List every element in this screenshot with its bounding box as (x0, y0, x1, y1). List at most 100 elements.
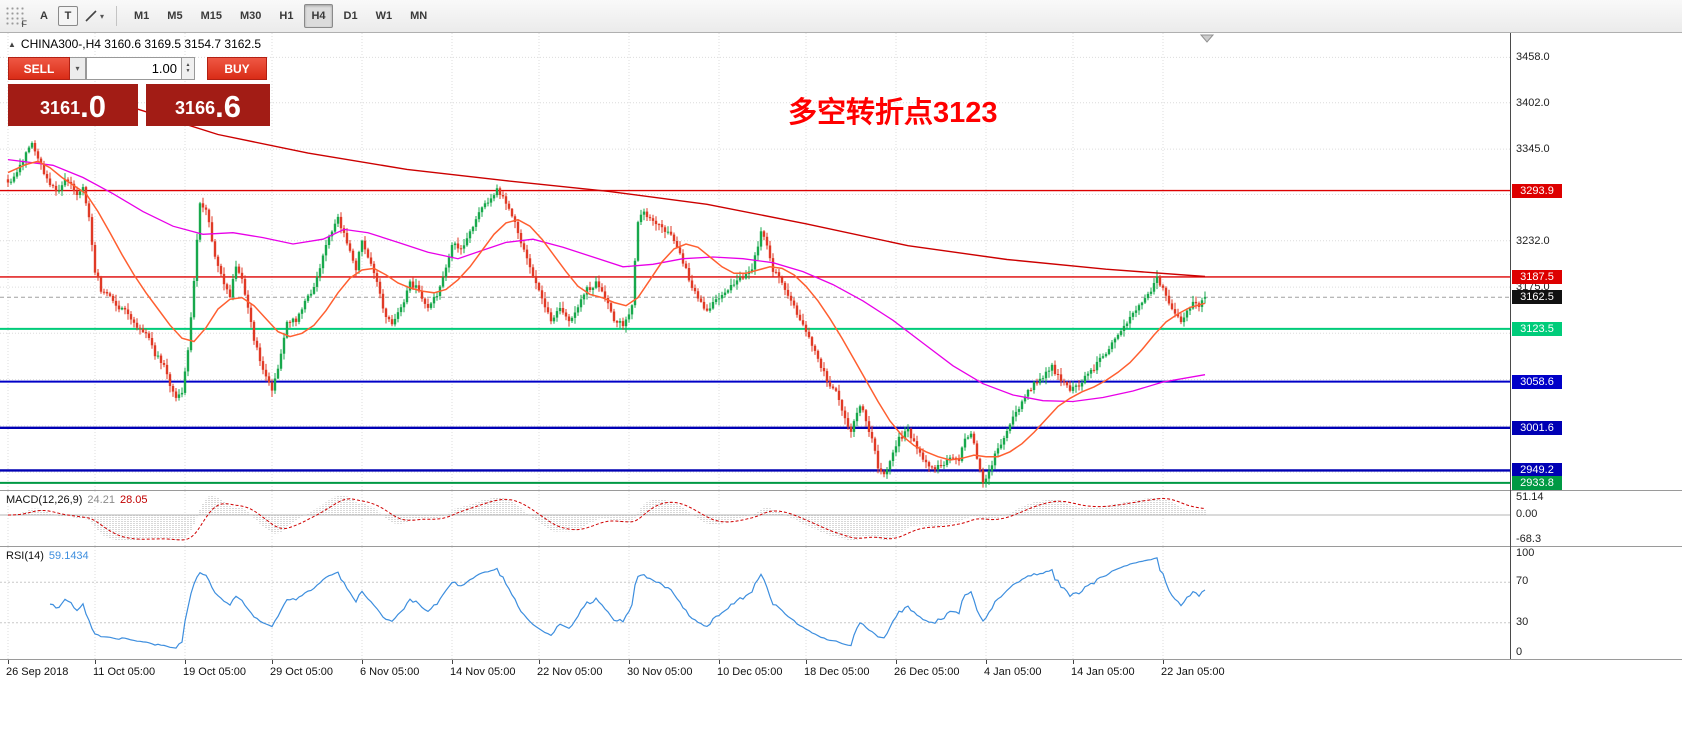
macd-signal-line (8, 497, 1206, 541)
text-label-tool-button[interactable]: A (40, 10, 48, 22)
chart-shift-marker (1199, 34, 1215, 43)
stepper-up-icon[interactable]: ▲ (185, 62, 191, 68)
candle-bodies-bear (6, 143, 1201, 483)
ask-main-digits: 3166 (175, 98, 216, 118)
toolbar-handle-icon[interactable]: F (4, 5, 28, 29)
time-axis-tickmark (272, 660, 273, 664)
macd-axis-zero: 0.00 (1516, 507, 1538, 520)
rsi-label: RSI(14) 59.1434 (6, 550, 89, 562)
time-axis-label: 6 Nov 05:00 (360, 666, 420, 678)
rsi-axis-100: 100 (1516, 547, 1535, 559)
time-axis-tickmark (986, 660, 987, 664)
chevron-down-icon: ▾ (100, 11, 105, 21)
price-axis-tick: 3232.0 (1516, 234, 1550, 247)
time-axis-label: 30 Nov 05:00 (627, 666, 693, 678)
timeframe-button-M5[interactable]: M5 (167, 10, 183, 22)
price-chart-canvas[interactable] (0, 33, 1682, 490)
ma-slow-line (127, 105, 1206, 278)
candle-wicks-bear (7, 140, 1200, 488)
macd-gridlines (7, 491, 1164, 547)
time-axis-tickmark (362, 660, 363, 664)
time-axis-tickmark (8, 660, 9, 664)
time-axis-label: 19 Oct 05:00 (183, 666, 246, 678)
diagonal-line-icon (85, 10, 97, 22)
time-axis-tickmark (1163, 660, 1164, 664)
price-gridlines (0, 33, 1510, 490)
timeframe-button-W1[interactable]: W1 (375, 10, 393, 22)
chart-annotation: 多空转折点3123 (788, 97, 998, 129)
macd-histogram (10, 495, 1206, 541)
one-click-collapse-icon[interactable]: ▲ (8, 39, 16, 49)
price-axis-tick: 3458.0 (1516, 51, 1550, 64)
volume-input[interactable] (86, 57, 182, 80)
time-axis-label: 22 Nov 05:00 (537, 666, 603, 678)
top-toolbar: F A T ▾ M1 M5 M15 M30 H1 H4 D1 W1 MN (0, 0, 1682, 33)
chevron-down-icon: ▾ (75, 64, 80, 73)
price-axis[interactable]: 3458.0 3402.0 3345.0 3232.0 3175.0 3293.9 3187… (1511, 0, 1682, 733)
toolbar-handle-label: F (21, 19, 28, 29)
rsi-name: RSI(14) (6, 550, 44, 562)
price-badge-2949.2: 2949.2 (1512, 463, 1562, 478)
price-badge-3293.9: 3293.9 (1512, 183, 1562, 198)
timeframe-button-H1[interactable]: H1 (279, 10, 294, 22)
volume-preset-dropdown[interactable]: ▾ (70, 57, 86, 80)
price-axis-tick: 3175.0 (1516, 281, 1550, 294)
timeframe-button-D1[interactable]: D1 (343, 10, 358, 22)
price-chart-pane[interactable]: ▲ CHINA300-,H4 3160.6 3169.5 3154.7 3162… (0, 33, 1682, 490)
shapes-tool-button[interactable]: ▾ (80, 4, 108, 28)
time-axis-label: 18 Dec 05:00 (804, 666, 870, 678)
rsi-axis-30: 30 (1516, 615, 1529, 628)
symbol-ohlc-text: CHINA300-,H4 3160.6 3169.5 3154.7 3162.5 (20, 37, 262, 51)
time-axis-label: 26 Dec 05:00 (894, 666, 960, 678)
time-axis-label: 10 Dec 05:00 (717, 666, 783, 678)
bid-big-digit: .0 (80, 89, 106, 124)
price-badge-3123.5: 3123.5 (1512, 321, 1562, 336)
price-badge-3058.6: 3058.6 (1512, 374, 1562, 389)
timeframe-button-M1[interactable]: M1 (134, 10, 150, 22)
price-badge-2933.8: 2933.8 (1512, 475, 1562, 490)
sell-button[interactable]: SELL (8, 57, 70, 80)
macd-axis-bottom: -68.3 (1516, 533, 1542, 545)
price-axis-separator (1510, 33, 1511, 659)
macd-label: MACD(12,26,9) 24.21 28.05 (6, 494, 148, 506)
time-axis-tickmark (452, 660, 453, 664)
toolbar-separator (116, 6, 118, 26)
time-axis-label: 14 Jan 05:00 (1071, 666, 1135, 678)
timeframe-button-M15[interactable]: M15 (200, 10, 222, 22)
volume-stepper[interactable]: ▲ ▼ (182, 57, 195, 80)
time-axis-tickmark (806, 660, 807, 664)
macd-value-signal: 28.05 (119, 494, 148, 506)
rsi-axis-0: 0 (1516, 646, 1523, 658)
timeframe-button-H4[interactable]: H4 (304, 4, 333, 28)
ask-price-display: 3166 .6 (146, 84, 270, 126)
bid-main-digits: 3161 (40, 98, 81, 118)
time-axis-tickmark (1073, 660, 1074, 664)
time-axis-tickmark (539, 660, 540, 664)
timeframe-button-group: M1 M5 M15 M30 H1 H4 D1 W1 MN (127, 4, 434, 28)
macd-name: MACD(12,26,9) (6, 494, 83, 506)
rsi-canvas (0, 547, 1510, 660)
time-axis-tickmark (719, 660, 720, 664)
timeframe-button-MN[interactable]: MN (410, 10, 428, 22)
ask-big-digit: .6 (215, 89, 241, 124)
price-badge-3187.5: 3187.5 (1512, 269, 1562, 284)
time-axis-label: 4 Jan 05:00 (984, 666, 1042, 678)
rsi-pane[interactable]: RSI(14) 59.1434 (0, 546, 1682, 660)
text-tool-button[interactable]: T (58, 6, 78, 26)
buy-button[interactable]: BUY (207, 57, 267, 80)
time-axis-tickmark (185, 660, 186, 664)
timeframe-button-M30[interactable]: M30 (239, 10, 262, 22)
time-axis-tickmark (95, 660, 96, 664)
macd-pane[interactable]: MACD(12,26,9) 24.21 28.05 (0, 490, 1682, 547)
price-axis-tick: 3402.0 (1516, 96, 1550, 109)
one-click-trading-panel: SELL ▾ ▲ ▼ BUY 3161 .0 3166 .6 (8, 57, 270, 126)
time-axis-label: 22 Jan 05:00 (1161, 666, 1225, 678)
time-axis-label: 29 Oct 05:00 (270, 666, 333, 678)
stepper-down-icon[interactable]: ▼ (185, 68, 191, 74)
macd-canvas (0, 491, 1510, 547)
candle-bodies-bull (9, 143, 1207, 483)
time-axis-label: 11 Oct 05:00 (93, 666, 156, 678)
time-axis[interactable]: 26 Sep 2018 11 Oct 05:00 19 Oct 05:00 29 Oc… (0, 659, 1682, 686)
ma-fast-line (7, 160, 1206, 461)
rsi-axis-70: 70 (1516, 575, 1529, 588)
